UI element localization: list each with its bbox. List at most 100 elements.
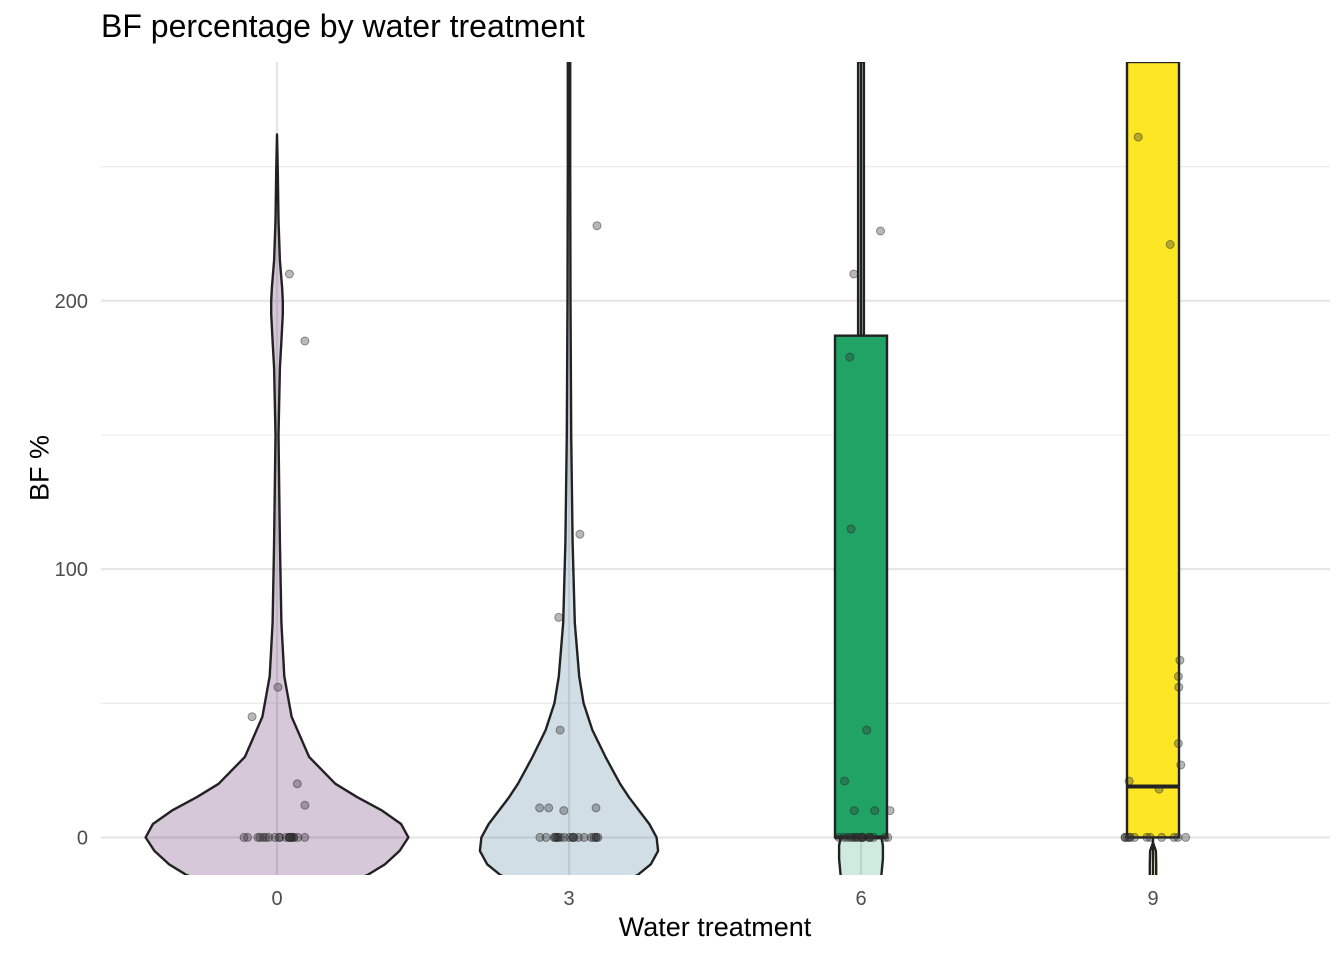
data-point — [591, 832, 601, 842]
data-point — [284, 269, 294, 279]
data-point — [865, 832, 875, 842]
data-point — [1130, 832, 1139, 842]
data-point — [1124, 776, 1134, 786]
data-point — [292, 779, 302, 789]
data-point — [273, 682, 283, 692]
box-6 — [833, 334, 889, 839]
data-point — [880, 832, 890, 842]
data-point — [853, 832, 863, 842]
data-point — [1173, 671, 1183, 681]
data-point — [589, 832, 599, 842]
data-point — [1181, 832, 1191, 842]
data-point — [275, 832, 285, 842]
data-point — [845, 352, 855, 362]
data-point — [845, 832, 855, 842]
data-point — [565, 832, 575, 842]
data-point — [281, 832, 291, 842]
data-point — [556, 832, 566, 842]
data-point — [253, 832, 263, 842]
data-point — [1125, 832, 1135, 842]
data-point — [838, 832, 848, 842]
box-9 — [1125, 62, 1181, 839]
data-point — [864, 832, 873, 842]
data-point — [1145, 832, 1155, 842]
data-point — [856, 832, 866, 842]
data-point — [270, 832, 280, 842]
x-tick-label: 0 — [271, 888, 282, 910]
data-point — [549, 832, 559, 842]
data-point — [535, 803, 545, 813]
data-point — [247, 712, 257, 722]
data-point — [592, 221, 602, 231]
data-point — [535, 832, 545, 842]
data-point — [591, 803, 601, 813]
data-point — [857, 832, 867, 842]
x-tick-label: 3 — [563, 888, 574, 910]
data-point — [285, 832, 295, 842]
data-point — [1175, 655, 1185, 665]
data-point — [851, 832, 861, 842]
data-point — [846, 524, 856, 534]
data-point — [586, 832, 596, 842]
data-point — [559, 806, 569, 816]
group-0 — [144, 133, 410, 875]
x-tick-label: 9 — [1147, 888, 1158, 910]
data-point — [857, 832, 867, 842]
data-point — [553, 832, 563, 842]
data-point — [555, 725, 565, 735]
data-point — [1133, 132, 1143, 142]
data-point — [849, 269, 859, 279]
data-point — [551, 832, 561, 842]
data-point — [840, 776, 850, 786]
data-point — [842, 832, 852, 842]
data-point — [293, 832, 303, 842]
data-point — [284, 832, 294, 842]
data-point — [579, 832, 589, 842]
group-3 — [478, 62, 660, 875]
data-point — [834, 832, 844, 842]
data-point — [553, 832, 563, 842]
violin-3 — [478, 62, 660, 875]
data-point — [255, 832, 265, 842]
data-point — [258, 832, 268, 842]
data-layer — [144, 62, 1191, 875]
data-point — [885, 806, 895, 816]
data-point — [569, 832, 579, 842]
data-point — [865, 832, 875, 842]
data-point — [1157, 832, 1167, 842]
data-point — [559, 832, 569, 842]
data-point — [568, 832, 578, 842]
data-point — [239, 832, 249, 842]
data-point — [243, 832, 253, 842]
data-point — [264, 832, 274, 842]
data-point — [1120, 832, 1130, 842]
data-point — [544, 803, 554, 813]
x-axis-label: Water treatment — [618, 912, 812, 942]
data-point — [849, 806, 859, 816]
data-point — [300, 800, 310, 810]
data-point — [862, 725, 872, 735]
data-point — [870, 806, 880, 816]
data-point — [1165, 240, 1175, 249]
data-point — [289, 832, 299, 842]
data-point — [1176, 760, 1186, 770]
data-point — [261, 832, 271, 842]
data-point — [554, 612, 564, 622]
data-point — [591, 832, 601, 842]
data-point — [1173, 832, 1183, 842]
data-point — [1174, 682, 1184, 692]
data-point — [869, 832, 878, 842]
y-tick-label: 0 — [77, 827, 88, 849]
data-point — [1169, 832, 1179, 842]
y-tick-label: 200 — [55, 291, 88, 313]
violin-0 — [144, 133, 410, 875]
data-point — [1125, 832, 1134, 842]
data-point — [274, 832, 284, 842]
data-point — [286, 832, 296, 842]
group-9 — [1120, 62, 1191, 875]
group-6 — [833, 62, 895, 875]
data-point — [883, 832, 893, 842]
y-tick-label: 100 — [55, 559, 88, 581]
